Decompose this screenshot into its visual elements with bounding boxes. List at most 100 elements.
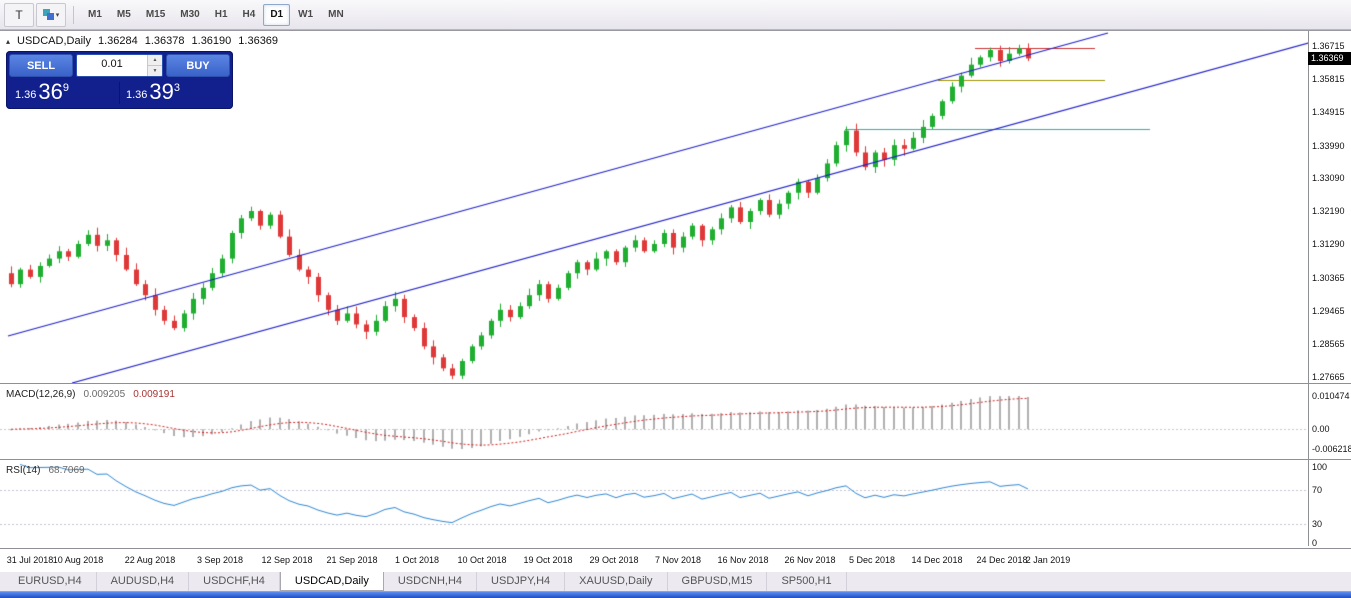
timeframe-button-mn[interactable]: MN [328, 9, 344, 20]
buy-price-prefix: 1.36 [126, 89, 148, 101]
volume-field[interactable]: 0.01 ▲ ▼ [76, 54, 163, 77]
price-divider [119, 82, 120, 104]
buy-price-display[interactable]: 1.36 39 3 [120, 80, 230, 106]
taskbar-edge [0, 591, 1351, 598]
price-axis-label: 1.33990 [1312, 140, 1345, 151]
text-tool-button[interactable]: T [4, 2, 34, 27]
chart-tab-eurusd-h4[interactable]: EURUSD,H4 [4, 571, 97, 591]
price-axis-label: 1.36715 [1312, 40, 1345, 51]
rsi-axis-label: 70 [1312, 485, 1323, 495]
volume-value[interactable]: 0.01 [101, 58, 123, 70]
chart-tab-sp500-h1[interactable]: SP500,H1 [767, 571, 847, 591]
time-axis-label: 5 Dec 2018 [848, 555, 896, 565]
high-value: 1.36378 [144, 35, 185, 47]
chart-tab-xauusd-daily[interactable]: XAUUSD,Daily [565, 571, 668, 591]
rsi-panel[interactable]: RSI(14) 68.7069 100 70 30 0 [0, 462, 1351, 548]
time-axis-label: 26 Nov 2018 [784, 555, 836, 565]
time-axis-label: 19 Oct 2018 [523, 555, 573, 565]
time-axis-label: 16 Nov 2018 [717, 555, 769, 565]
collapse-arrow-icon[interactable]: ▴ [6, 37, 11, 46]
buy-price-big: 39 [149, 79, 174, 104]
chart-tab-audusd-h4[interactable]: AUDUSD,H4 [97, 571, 190, 591]
volume-up-button[interactable]: ▲ [148, 55, 162, 66]
time-axis-label: 10 Oct 2018 [457, 555, 507, 565]
chart-tab-usdjpy-h4[interactable]: USDJPY,H4 [477, 571, 566, 591]
sell-price-prefix: 1.36 [15, 89, 37, 101]
current-price-badge: 1.36369 [1308, 52, 1351, 66]
volume-stepper: ▲ ▼ [147, 55, 162, 76]
toolbar-separator [73, 5, 74, 24]
timeframe-button-m5[interactable]: M5 [116, 9, 131, 20]
buy-price-sup: 3 [173, 82, 181, 94]
timeframe-button-m1[interactable]: M1 [88, 9, 102, 20]
price-axis-label: 1.33090 [1312, 173, 1345, 184]
text-tool-icon: T [15, 7, 23, 22]
price-axis-label: 1.27665 [1312, 371, 1345, 382]
time-axis-label: 12 Sep 2018 [261, 555, 313, 565]
time-axis-label: 10 Aug 2018 [52, 555, 104, 565]
sell-price-display[interactable]: 1.36 36 9 [9, 80, 119, 106]
rsi-axis-label: 100 [1312, 462, 1328, 472]
price-axis-label: 1.29465 [1312, 306, 1345, 317]
rsi-axis-label: 0 [1312, 538, 1318, 548]
price-axis-label: 1.32190 [1312, 206, 1345, 217]
macd-axis-label: -0.006218 [1312, 444, 1351, 454]
top-toolbar: T ▾ M1 M5 M15 M30 H1 H4 D1 W1 MN [0, 0, 1351, 30]
open-value: 1.36284 [97, 35, 138, 47]
time-axis-label: 14 Dec 2018 [911, 555, 963, 565]
sell-price-big: 36 [38, 79, 63, 104]
chart-window: ▴ USDCAD,Daily 1.36284 1.36378 1.36190 1… [0, 30, 1351, 572]
timeframe-button-w1[interactable]: W1 [298, 9, 314, 20]
macd-panel[interactable]: MACD(12,26,9) 0.009205 0.009191 0.010474… [0, 386, 1351, 459]
panel-divider[interactable] [0, 383, 1351, 386]
time-axis-label: 3 Sep 2018 [196, 555, 244, 565]
macd-label: MACD(12,26,9) [6, 389, 76, 400]
timeframe-button-h4[interactable]: H4 [242, 9, 256, 20]
one-click-trade-panel: SELL 0.01 ▲ ▼ BUY 1.36 36 9 [6, 51, 233, 109]
rsi-axis-label: 30 [1312, 519, 1323, 529]
timeframe-button-group: M1 M5 M15 M30 H1 H4 D1 W1 MN [81, 3, 351, 26]
time-axis[interactable]: 31 Jul 2018 10 Aug 2018 22 Aug 2018 3 Sep 2… [0, 548, 1351, 572]
time-axis-label: 22 Aug 2018 [124, 555, 176, 565]
volume-down-button[interactable]: ▼ [148, 66, 162, 76]
timeframe-button-m30[interactable]: M30 [180, 9, 200, 20]
rsi-header: RSI(14) 68.7069 [6, 465, 85, 476]
rsi-canvas[interactable] [0, 462, 1308, 548]
macd-axis-label: 0.010474 [1312, 391, 1350, 401]
chart-tab-usdchf-h4[interactable]: USDCHF,H4 [189, 571, 280, 591]
symbol-name: USDCAD,Daily [17, 35, 91, 47]
price-axis-label: 1.35815 [1312, 73, 1345, 84]
sell-price-sup: 9 [62, 82, 70, 94]
objects-tool-button[interactable]: ▾ [36, 2, 66, 27]
panel-divider[interactable] [0, 459, 1351, 462]
sell-button[interactable]: SELL [9, 54, 73, 77]
price-axis-label: 1.34915 [1312, 106, 1345, 117]
low-value: 1.36190 [191, 35, 232, 47]
price-axis-separator [1308, 31, 1309, 546]
chart-tab-gbpusd-m15[interactable]: GBPUSD,M15 [668, 571, 768, 591]
macd-signal-value: 0.009191 [133, 389, 175, 400]
macd-canvas[interactable] [0, 386, 1308, 459]
time-axis-label: 7 Nov 2018 [654, 555, 702, 565]
macd-axis-label: 0.00 [1312, 424, 1330, 435]
macd-value: 0.009205 [83, 389, 126, 400]
time-axis-label: 29 Oct 2018 [589, 555, 639, 565]
chart-tab-usdcnh-h4[interactable]: USDCNH,H4 [384, 571, 478, 591]
timeframe-button-h1[interactable]: H1 [214, 9, 228, 20]
ohlc-header: ▴ USDCAD,Daily 1.36284 1.36378 1.36190 1… [6, 35, 278, 47]
timeframe-button-d1[interactable]: D1 [263, 3, 291, 26]
time-axis-label: 1 Oct 2018 [394, 555, 440, 565]
objects-icon [42, 9, 54, 20]
time-axis-label: 24 Dec 2018 [976, 555, 1028, 565]
time-axis-label: 31 Jul 2018 [6, 555, 54, 565]
time-axis-label: 21 Sep 2018 [326, 555, 378, 565]
buy-button[interactable]: BUY [166, 54, 230, 77]
chart-tab-usdcad-daily[interactable]: USDCAD,Daily [279, 571, 384, 591]
chart-tab-bar: EURUSD,H4 AUDUSD,H4 USDCHF,H4 USDCAD,Daily U… [0, 570, 1351, 591]
price-axis-label: 1.30365 [1312, 273, 1345, 284]
rsi-value: 68.7069 [48, 465, 85, 476]
timeframe-button-m15[interactable]: M15 [145, 9, 166, 20]
price-axis-label: 1.31290 [1312, 239, 1345, 250]
main-price-chart[interactable]: ▴ USDCAD,Daily 1.36284 1.36378 1.36190 1… [0, 31, 1351, 383]
price-axis-label: 1.28565 [1312, 339, 1345, 350]
